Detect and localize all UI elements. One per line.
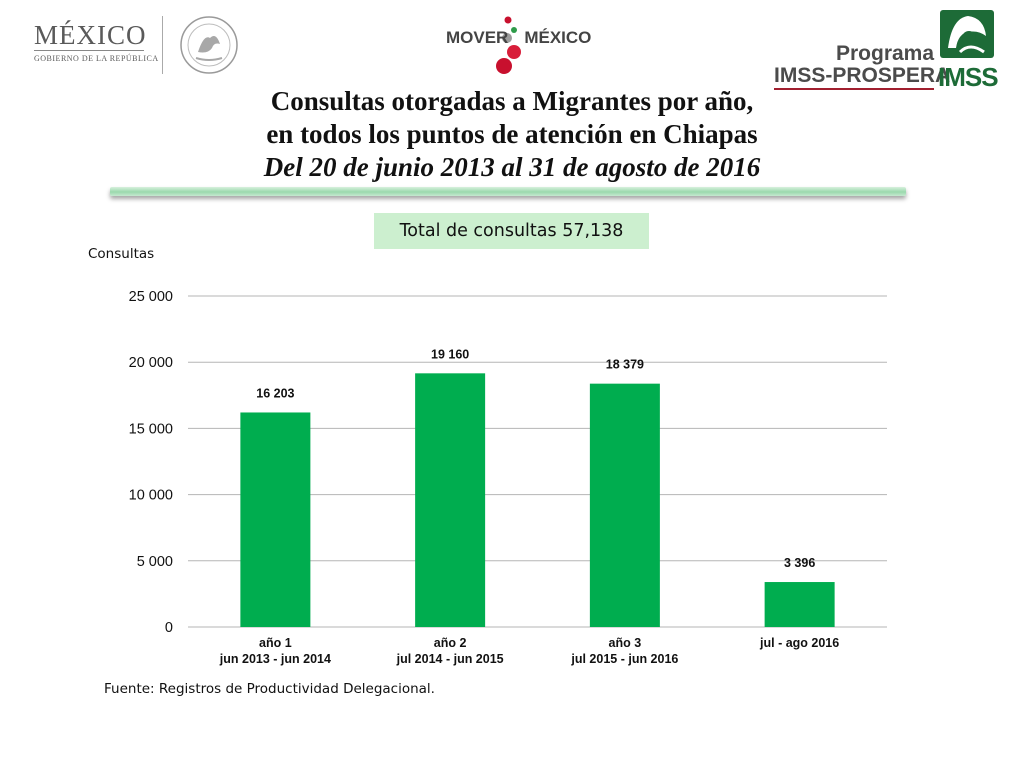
imss-emblem-icon [940,10,994,58]
x-tick-label: año 1 [259,636,292,650]
data-label: 19 160 [431,347,469,361]
logo-mover-a-mexico: MOVER MÉXICO [440,14,610,78]
bar [240,412,311,627]
bar [764,582,835,627]
logo-gobierno-mexico: MÉXICO GOBIERNO DE LA REPÚBLICA [24,12,254,78]
logo-mexico-rule [34,50,144,51]
x-tick-label: jul - ago 2016 [759,636,839,650]
y-tick-label: 15 000 [129,421,173,437]
logo-mexico-subtitle: GOBIERNO DE LA REPÚBLICA [34,54,159,63]
x-tick-label: año 2 [434,636,467,650]
y-tick-label: 10 000 [129,488,173,504]
y-tick-label: 25 000 [129,289,173,305]
title-underline-bar [110,187,906,196]
y-axis-label: Consultas [88,246,155,262]
logo-mexico-word: MÉXICO [34,20,147,50]
total-consultas-box: Total de consultas 57,138 [374,213,649,249]
logo-mexico-divider [162,16,163,74]
logo-mover-part2: MÉXICO [524,28,592,47]
y-tick-label: 20 000 [129,355,173,371]
y-tick-label: 0 [165,620,173,636]
page-title-line1: Consultas otorgadas a Migrantes por año, [270,86,754,116]
mover-dots-icon [496,16,521,74]
y-tick-label: 5 000 [137,554,173,570]
logo-imss-prospera-text: IMSS-PROSPERA [774,64,951,87]
x-tick-label: año 3 [609,636,642,650]
bar [415,373,486,627]
logo-mover-text: MOVER MÉXICO [446,28,591,48]
data-label: 18 379 [606,358,644,372]
logo-imss-rule [774,88,934,90]
bar [589,383,660,627]
national-seal-icon [180,16,238,74]
page-title-line2: en todos los puntos de atención en Chiap… [266,119,758,149]
source-note: Fuente: Registros de Productividad Deleg… [104,681,435,697]
x-tick-label: jul 2015 - jun 2016 [570,652,678,666]
data-label: 16 203 [256,386,294,400]
logo-imss-prospera: Programa IMSS-PROSPERA IMSS [770,6,1002,92]
data-label: 3 396 [784,556,815,570]
logo-imss-brand: IMSS [938,62,999,92]
logo-mover-part1: MOVER [446,28,509,47]
logo-imss-programa: Programa [836,42,935,65]
page-title-line3: Del 20 de junio 2013 al 31 de agosto de … [263,152,761,182]
x-tick-label: jul 2014 - jun 2015 [396,652,504,666]
x-tick-label: jun 2013 - jun 2014 [219,652,331,666]
